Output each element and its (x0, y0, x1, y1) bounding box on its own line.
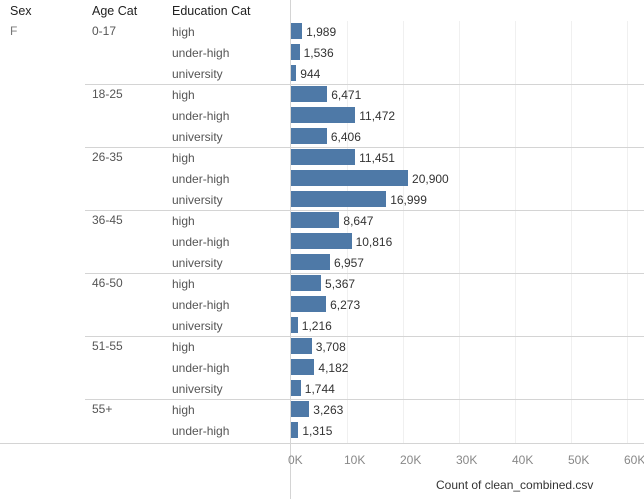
sex-value: F (10, 24, 18, 38)
group-divider (85, 147, 644, 148)
age-cat-label: 46-50 (92, 276, 123, 290)
bar (291, 191, 387, 207)
header-education-cat: Education Cat (172, 4, 251, 18)
education-cat-label: high (172, 340, 195, 354)
bar-value-label: 1,744 (304, 382, 335, 396)
education-cat-label: under-high (172, 46, 230, 60)
bar (291, 317, 298, 333)
group-divider (85, 273, 644, 274)
bar (291, 128, 327, 144)
gridline-4 (515, 21, 516, 444)
bar (291, 380, 301, 396)
gridline-1 (347, 21, 348, 444)
bar (291, 44, 300, 60)
gridline-6 (627, 21, 628, 444)
x-tick-label: 0K (288, 453, 303, 467)
bar (291, 23, 303, 39)
header-age-cat: Age Cat (92, 4, 138, 18)
bar (291, 107, 356, 123)
age-cat-label: 55+ (92, 402, 113, 416)
bar-value-label: 5,367 (325, 277, 356, 291)
education-cat-label: under-high (172, 109, 230, 123)
education-cat-label: under-high (172, 298, 230, 312)
education-cat-label: high (172, 25, 195, 39)
header-sex: Sex (10, 4, 32, 18)
x-tick-label: 20K (400, 453, 422, 467)
bar (291, 65, 297, 81)
education-cat-label: university (172, 130, 223, 144)
education-cat-label: under-high (172, 172, 230, 186)
education-cat-label: high (172, 403, 195, 417)
education-cat-label: university (172, 319, 223, 333)
age-cat-label: 51-55 (92, 339, 123, 353)
bar-value-label: 944 (300, 67, 321, 81)
bar-value-label: 6,471 (331, 88, 362, 102)
bar-value-label: 3,708 (315, 340, 346, 354)
bar-value-label: 6,273 (330, 298, 361, 312)
education-cat-label: university (172, 256, 223, 270)
group-divider (85, 336, 644, 337)
education-cat-label: high (172, 88, 195, 102)
x-tick-label: 30K (456, 453, 478, 467)
bar (291, 338, 312, 354)
bar-value-label: 11,472 (359, 109, 396, 123)
x-tick-label: 10K (344, 453, 366, 467)
bar-value-label: 6,406 (330, 130, 361, 144)
age-cat-label: 18-25 (92, 87, 123, 101)
bar (291, 170, 409, 186)
bar (291, 422, 299, 438)
bar-value-label: 1,315 (302, 424, 333, 438)
education-cat-label: under-high (172, 424, 230, 438)
gridline-2 (403, 21, 404, 444)
bar (291, 149, 356, 165)
bar-value-label: 1,536 (303, 46, 334, 60)
bar-value-label: 6,957 (333, 256, 364, 270)
x-axis-title: Count of clean_combined.csv (436, 478, 594, 492)
age-cat-label: 0-17 (92, 24, 117, 38)
x-tick-label: 40K (512, 453, 534, 467)
bar-value-label: 1,216 (301, 319, 332, 333)
age-cat-label: 36-45 (92, 213, 123, 227)
education-cat-label: university (172, 382, 223, 396)
chart-bottom-border (0, 443, 644, 444)
plot-left-border (290, 0, 291, 499)
bar (291, 359, 315, 375)
gridline-5 (571, 21, 572, 444)
education-cat-label: high (172, 277, 195, 291)
education-cat-label: under-high (172, 361, 230, 375)
bar-value-label: 8,647 (343, 214, 374, 228)
education-cat-label: university (172, 193, 223, 207)
group-divider (85, 399, 644, 400)
bar (291, 212, 340, 228)
bar-value-label: 10,816 (355, 235, 393, 249)
group-divider (85, 84, 644, 85)
bar (291, 233, 352, 249)
bar-value-label: 3,263 (313, 403, 344, 417)
group-divider (85, 210, 644, 211)
gridline-3 (459, 21, 460, 444)
x-tick-label: 60K (624, 453, 644, 467)
bar-value-label: 1,989 (306, 25, 337, 39)
bar-value-label: 20,900 (412, 172, 449, 186)
bar-value-label: 16,999 (390, 193, 427, 207)
education-cat-label: under-high (172, 235, 230, 249)
age-cat-label: 26-35 (92, 150, 123, 164)
bar-value-label: 11,451 (359, 151, 395, 165)
bar-value-label: 4,182 (318, 361, 349, 375)
education-cat-label: university (172, 67, 223, 81)
bar (291, 401, 310, 417)
bar (291, 296, 327, 312)
education-cat-label: high (172, 151, 195, 165)
bar (291, 86, 328, 102)
education-cat-label: high (172, 214, 195, 228)
x-tick-label: 50K (568, 453, 590, 467)
bar (291, 254, 330, 270)
bar (291, 275, 322, 291)
